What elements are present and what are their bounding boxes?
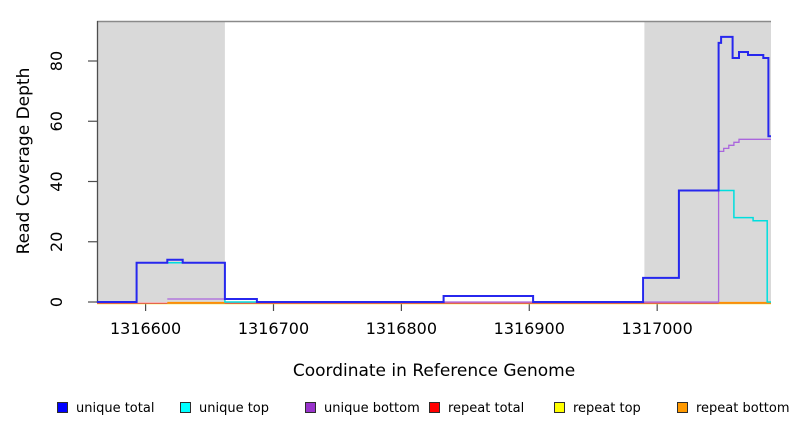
legend-swatch-unique-top xyxy=(180,402,191,413)
legend-label-repeat-bottom: repeat bottom xyxy=(696,401,790,416)
y-tick-label: 0 xyxy=(47,297,66,307)
legend-label-unique-total: unique total xyxy=(76,401,155,416)
repeat-region-left xyxy=(97,22,225,302)
legend-swatch-unique-bottom xyxy=(305,402,316,413)
y-tick-label: 40 xyxy=(47,171,66,191)
legend-swatch-repeat-total xyxy=(429,402,440,413)
y-axis-title: Read Coverage Depth xyxy=(14,67,34,255)
legend-label-unique-top: unique top xyxy=(199,401,270,416)
x-tick-label: 1316800 xyxy=(366,319,437,338)
legend-item-unique-bottom: unique bottom xyxy=(305,398,420,416)
x-tick-label: 1316900 xyxy=(494,319,565,338)
legend-item-unique-top: unique top xyxy=(180,398,269,416)
legend-swatch-repeat-bottom xyxy=(677,402,688,413)
legend-swatch-repeat-top xyxy=(554,402,565,413)
repeat-region-right xyxy=(644,22,771,302)
x-tick-label: 1316700 xyxy=(238,319,309,338)
y-tick-label: 60 xyxy=(47,111,66,131)
legend-label-repeat-total: repeat total xyxy=(448,401,525,416)
x-axis-title: Coordinate in Reference Genome xyxy=(292,361,576,381)
legend-swatch-unique-total xyxy=(57,402,68,413)
y-tick-label: 80 xyxy=(47,51,66,71)
x-tick-label: 1317000 xyxy=(622,319,693,338)
legend-item-repeat-bottom: repeat bottom xyxy=(677,398,790,416)
legend-label-repeat-top: repeat top xyxy=(573,401,641,416)
x-tick-label: 1316600 xyxy=(110,319,181,338)
y-tick-label: 20 xyxy=(47,232,66,252)
legend-item-unique-total: unique total xyxy=(57,398,154,416)
legend: unique total unique top unique bottom repea… xyxy=(0,398,792,418)
legend-item-repeat-total: repeat total xyxy=(429,398,524,416)
legend-label-unique-bottom: unique bottom xyxy=(324,401,420,416)
series-line-unique-total xyxy=(97,35,771,303)
legend-item-repeat-top: repeat top xyxy=(554,398,641,416)
